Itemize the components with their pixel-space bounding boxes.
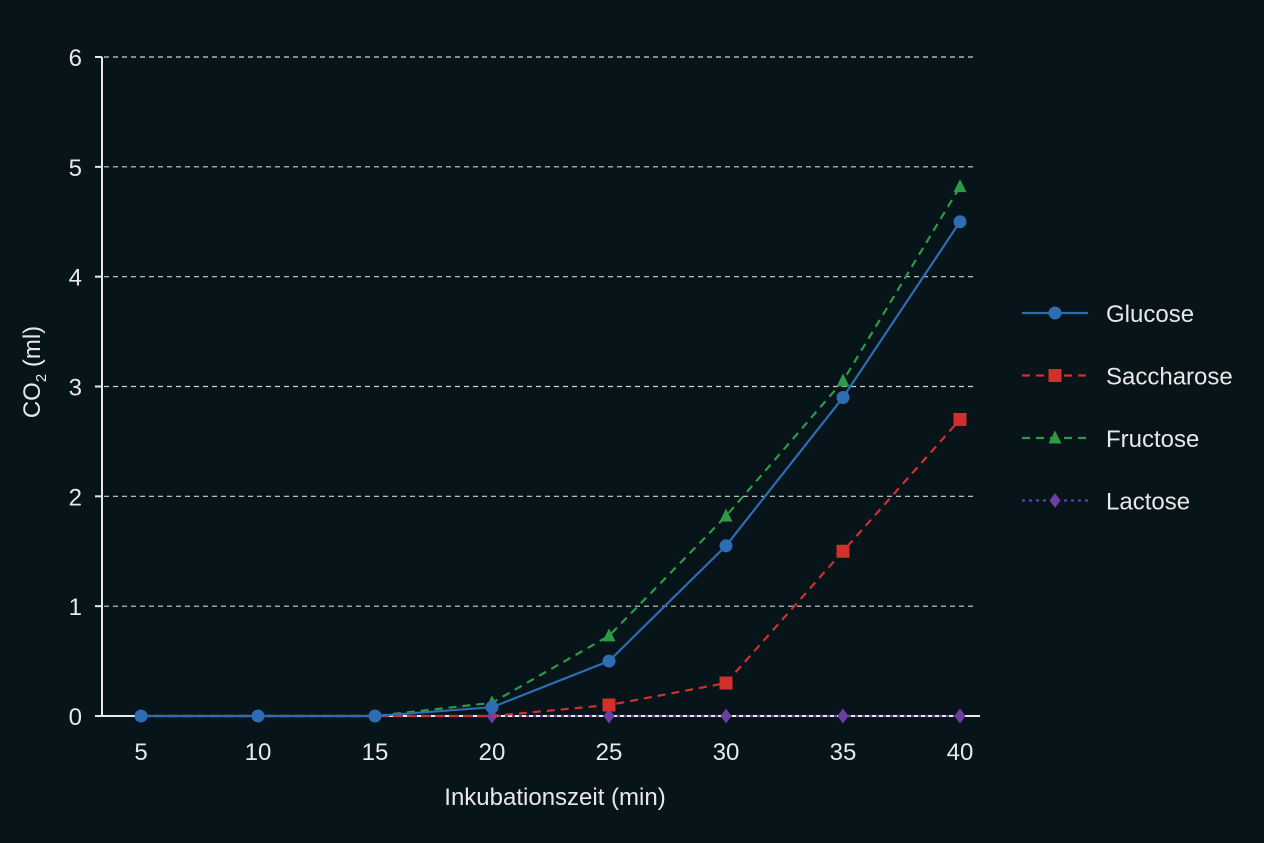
legend: Glucose Saccharose Fructose Lactose: [1022, 301, 1233, 516]
y-tick-label: 2: [69, 484, 82, 511]
circle-marker: [602, 654, 616, 668]
series-fructose: [141, 179, 967, 718]
y-tick-label: 0: [69, 704, 82, 731]
x-tick-label: 40: [947, 739, 974, 766]
y-tick-label: 5: [69, 155, 82, 182]
diamond-marker: [603, 708, 615, 724]
y-tick-label: 1: [69, 594, 82, 621]
square-marker: [836, 544, 850, 558]
gridlines: [104, 56, 975, 607]
triangle-marker: [719, 508, 733, 522]
x-tick-label: 20: [479, 739, 506, 766]
circle-marker: [485, 700, 499, 714]
data-series: [134, 179, 967, 724]
circle-marker: [836, 390, 850, 404]
x-tick-label: 35: [830, 739, 857, 766]
diamond-marker: [1049, 493, 1061, 508]
square-marker: [602, 698, 616, 712]
x-axis-ticks: 5 10 15 20 25 30 35 40: [134, 739, 973, 766]
circle-marker: [953, 215, 967, 229]
circle-marker: [719, 539, 733, 553]
square-marker: [719, 676, 733, 690]
series-line: [141, 221, 961, 718]
square-marker: [1048, 369, 1062, 382]
x-tick-label: 10: [245, 739, 272, 766]
triangle-marker: [602, 628, 616, 642]
circle-marker: [1048, 306, 1062, 320]
diamond-marker: [954, 708, 966, 724]
x-tick-label: 15: [362, 739, 389, 766]
circle-marker: [134, 709, 148, 723]
legend-item-fructose: Fructose: [1022, 426, 1199, 453]
square-marker: [953, 412, 967, 426]
legend-label: Glucose: [1106, 301, 1194, 328]
legend-item-lactose: Lactose: [1022, 489, 1190, 516]
x-tick-label: 30: [713, 739, 740, 766]
x-tick-label: 25: [596, 739, 623, 766]
diamond-marker: [720, 708, 732, 724]
x-tick-label: 5: [134, 739, 147, 766]
legend-label: Lactose: [1106, 489, 1190, 516]
triangle-marker: [1048, 430, 1062, 444]
triangle-marker: [953, 179, 967, 193]
diamond-marker: [837, 708, 849, 724]
y-tick-label: 3: [69, 375, 82, 402]
series-saccharose: [141, 412, 967, 718]
series-glucose: [134, 215, 967, 723]
y-tick-label: 4: [69, 265, 82, 292]
x-axis-title: Inkubationszeit (min): [444, 784, 665, 811]
triangle-marker: [836, 373, 850, 387]
legend-item-glucose: Glucose: [1022, 301, 1194, 328]
series-line: [141, 186, 961, 718]
circle-marker: [251, 709, 265, 723]
circle-marker: [368, 709, 382, 723]
legend-label: Fructose: [1106, 426, 1199, 453]
series-line: [141, 418, 961, 718]
legend-label: Saccharose: [1106, 364, 1233, 391]
y-axis-title: CO2 (ml): [19, 326, 50, 418]
y-tick-label: 6: [69, 45, 82, 72]
y-axis-ticks: 0 1 2 3 4 5 6: [69, 45, 102, 731]
legend-item-saccharose: Saccharose: [1022, 364, 1233, 391]
